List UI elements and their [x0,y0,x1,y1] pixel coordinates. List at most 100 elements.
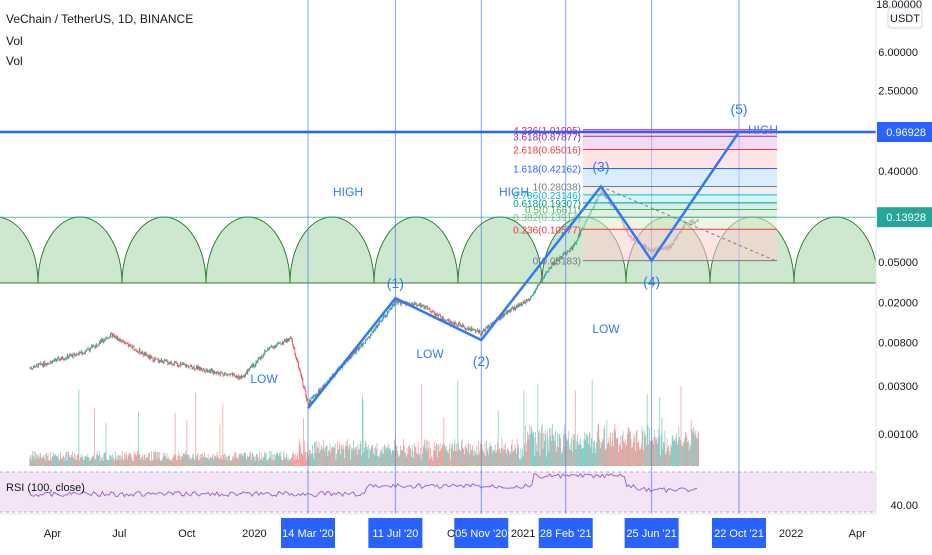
candle-body [151,357,152,359]
volume-bar [557,446,558,466]
candle-body [487,327,488,328]
candle-body [76,354,77,355]
volume-bar [507,450,508,466]
candle-body [509,310,510,312]
volume-bar [678,441,679,466]
candle-body [531,297,532,298]
volume-bar [219,425,220,466]
candle-body [143,355,144,356]
volume-bar [76,460,77,466]
date-badge-label: 25 Jun '21 [626,528,676,540]
candle-body [352,354,353,356]
candle-body [536,289,537,290]
candle-body [302,378,303,379]
volume-bar [695,431,696,466]
candle-body [486,327,487,328]
candle-body [254,366,255,367]
volume-bar [540,433,541,466]
wave-label: (3) [592,159,609,175]
volume-bar [540,456,541,466]
candle-body [386,315,387,316]
currency-label[interactable]: USDT [890,13,920,25]
volume-bar [591,439,592,466]
volume-bar [203,457,204,466]
candle-body [174,362,175,365]
candle-body [360,347,361,349]
rsi-indicator-label[interactable]: RSI (100, close) [6,482,85,494]
volume-bar [369,448,370,466]
volume-bar [669,451,670,466]
candle-body [233,374,234,376]
candle-body [296,356,297,358]
volume-bar [187,454,188,466]
candle-body [273,347,274,348]
candle-body [391,308,392,309]
volume-bar [234,452,235,466]
volume-bar [260,459,261,466]
candle-body [160,360,161,361]
volume-bar [239,455,240,466]
candle-body [383,316,384,318]
volume-bar [410,449,411,466]
volume-bar [608,442,609,466]
candle-body [79,352,80,355]
symbol-title[interactable]: VeChain / TetherUS, 1D, BINANCE [6,12,193,26]
candle-body [504,313,505,315]
volume-indicator-label-1[interactable]: Vol [6,34,23,48]
volume-bar [382,447,383,466]
volume-bar [192,455,193,466]
volume-bar [508,450,509,466]
volume-bar [322,447,323,466]
candle-body [368,337,369,338]
volume-bar [507,448,508,466]
volume-bar [396,446,397,466]
volume-bar [289,461,290,466]
candle-body [545,275,546,276]
candle-body [117,337,118,340]
candle-body [44,362,45,365]
volume-bar [72,452,73,466]
candle-body [150,356,151,359]
candle-body [286,341,287,342]
volume-bar [33,457,34,466]
volume-bar [495,445,496,466]
volume-bar [696,437,697,466]
volume-bar [624,443,625,466]
candle-body [358,347,359,350]
volume-bar [436,443,437,466]
volume-bar [106,423,107,466]
candle-body [567,251,568,252]
candle-body [272,347,273,348]
volume-bar [544,441,545,466]
volume-bar [145,454,146,466]
candle-body [269,347,270,348]
volume-bar [114,458,115,466]
volume-bar [148,458,149,466]
candle-body [363,343,364,344]
candle-body [577,239,578,240]
candle-body [315,395,316,396]
volume-bar [347,446,348,466]
candle-body [453,323,454,324]
volume-bar [521,457,522,466]
volume-bar [310,450,311,466]
volume-bar [510,452,511,466]
volume-bar [417,454,418,466]
volume-bar [628,428,629,466]
volume-bar [637,443,638,466]
volume-bar [71,455,72,466]
volume-bar [580,439,581,466]
candle-body [534,293,535,294]
volume-bar [617,438,618,466]
volume-bar [236,453,237,466]
candle-body [431,312,432,313]
volume-bar [116,460,117,466]
candle-body [361,344,362,346]
volume-bar [376,449,377,466]
volume-indicator-label-2[interactable]: Vol [6,54,23,68]
volume-bar [123,459,124,466]
volume-bar [94,408,95,466]
volume-bar [598,423,599,466]
volume-bar [529,425,530,466]
